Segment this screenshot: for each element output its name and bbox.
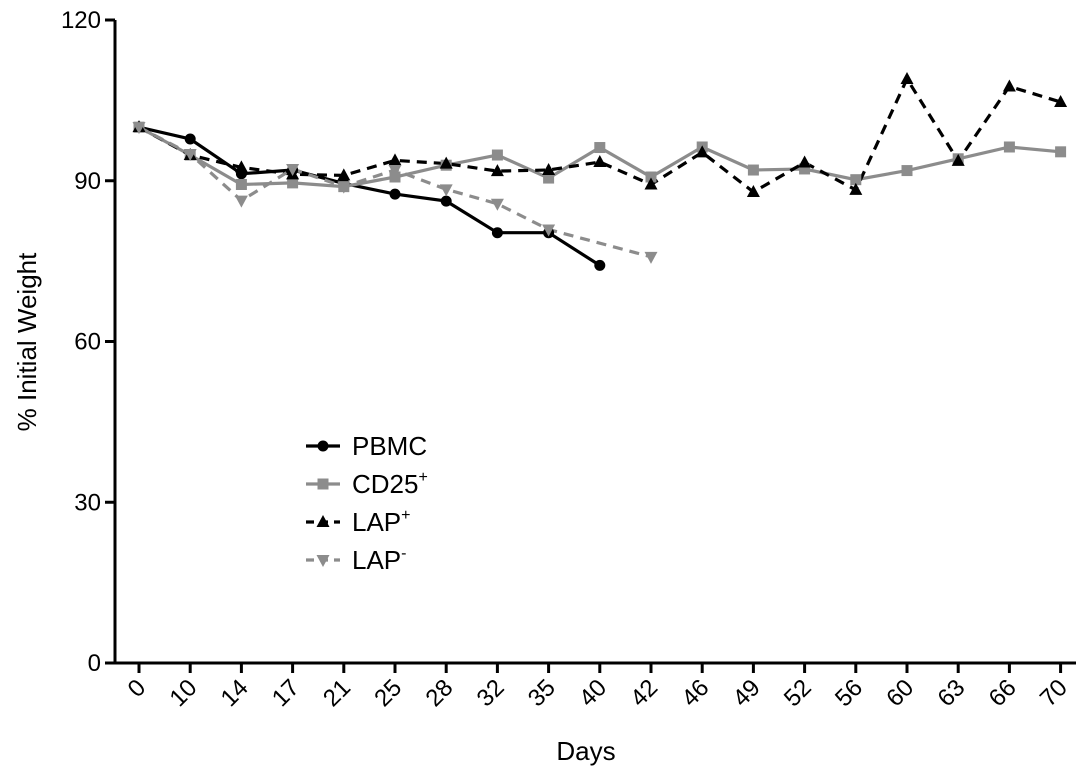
- data-point-series-2: [1003, 141, 1015, 153]
- x-tick-label: 10: [164, 674, 202, 712]
- data-point-series-3: [439, 156, 453, 169]
- data-point-series-2: [287, 177, 299, 189]
- data-point-series-3: [644, 177, 658, 190]
- legend-label-superscript: -: [401, 545, 406, 562]
- y-tick-label: 30: [74, 489, 101, 516]
- x-axis-title: Days: [556, 736, 615, 766]
- legend-label: LAP+: [352, 507, 411, 537]
- data-point-series-1: [389, 188, 401, 200]
- x-tick-label: 49: [728, 674, 766, 712]
- data-point-series-3: [388, 153, 402, 166]
- series-line-3: [138, 75, 1062, 194]
- data-point-series-3: [1054, 94, 1068, 107]
- data-point-series-3: [593, 154, 607, 167]
- data-point-series-4: [286, 163, 300, 176]
- x-tick-label: 63: [932, 674, 970, 712]
- x-tick-label: 17: [267, 674, 305, 712]
- x-tick-label: 25: [369, 674, 407, 712]
- y-tick-label: 120: [61, 7, 101, 34]
- legend-label: CD25+: [352, 469, 428, 499]
- data-point-series-3: [1002, 79, 1016, 92]
- x-tick-label: 21: [318, 674, 356, 712]
- legend-label: PBMC: [352, 431, 427, 461]
- series-line-4: [138, 125, 652, 259]
- data-point-series-3: [490, 164, 504, 177]
- data-point-series-2: [901, 165, 913, 177]
- data-point-series-3: [695, 145, 709, 158]
- x-tick-label: 40: [574, 674, 612, 712]
- data-point-series-4: [644, 251, 658, 264]
- legend-label-superscript: +: [401, 507, 410, 524]
- y-tick-label: 0: [88, 650, 101, 677]
- axes: 0 30 60 90 120 0 10 14 17 21 25 28 32 35 40 42 46 49 52 56 6…: [61, 7, 1076, 712]
- data-point-series-4: [337, 181, 351, 194]
- data-point-series-3: [798, 155, 812, 168]
- x-tick-label: 0: [123, 674, 152, 703]
- x-tick-label: 52: [779, 674, 817, 712]
- data-point-series-1: [491, 227, 503, 239]
- data-point-series-4: [439, 184, 453, 197]
- data-point-series-4: [132, 122, 146, 135]
- legend-label-text: LAP: [352, 545, 401, 575]
- legend-swatch-marker: [317, 440, 329, 452]
- data-point-series-1: [440, 195, 452, 207]
- legend-label-text: LAP: [352, 507, 401, 537]
- data-point-series-3: [900, 71, 914, 84]
- data-point-series-4: [542, 224, 556, 237]
- y-tick-label: 90: [74, 168, 101, 195]
- data-point-series-2: [491, 149, 503, 161]
- data-point-series-1: [594, 259, 606, 271]
- data-point-series-2: [747, 164, 759, 176]
- data-point-series-2: [850, 174, 862, 186]
- series-line-1: [138, 125, 601, 267]
- series-lines: [138, 75, 1062, 267]
- data-point-series-2: [1055, 146, 1067, 158]
- legend-swatch-marker: [316, 555, 330, 567]
- x-tick-label: 35: [523, 674, 561, 712]
- x-tick-label: 28: [420, 674, 458, 712]
- legend-label: LAP-: [352, 545, 406, 575]
- data-point-series-2: [799, 163, 811, 175]
- data-point-series-2: [543, 172, 555, 184]
- data-point-series-1: [184, 133, 196, 145]
- x-tick-label: 66: [984, 674, 1022, 712]
- data-point-series-3: [542, 163, 556, 176]
- data-point-series-3: [951, 153, 965, 166]
- x-tick-label: 42: [625, 674, 663, 712]
- legend-swatch-marker: [316, 515, 330, 527]
- data-point-series-3: [849, 182, 863, 195]
- data-point-series-3: [234, 160, 248, 173]
- y-axis-title: % Initial Weight: [12, 252, 42, 431]
- x-tick-label: 14: [216, 674, 254, 712]
- series-markers: [132, 71, 1068, 271]
- data-point-series-4: [234, 195, 248, 208]
- x-tick-label: 32: [472, 674, 510, 712]
- data-point-series-4: [388, 165, 402, 178]
- x-tick-label: 60: [881, 674, 919, 712]
- legend-swatch-marker: [317, 478, 329, 490]
- data-point-series-2: [594, 142, 606, 154]
- x-tick-label: 56: [830, 674, 868, 712]
- x-tick-label: 70: [1035, 674, 1073, 712]
- legend-label-superscript: +: [418, 469, 427, 486]
- legend-label-text: CD25: [352, 469, 418, 499]
- y-tick-label: 60: [74, 329, 101, 356]
- data-point-series-4: [490, 198, 504, 211]
- data-point-series-3: [746, 185, 760, 198]
- legend-label-text: PBMC: [352, 431, 427, 461]
- data-point-series-2: [645, 171, 657, 183]
- data-point-series-4: [183, 148, 197, 161]
- data-point-series-3: [337, 168, 351, 181]
- x-tick-label: 46: [676, 674, 714, 712]
- data-point-series-2: [235, 179, 247, 191]
